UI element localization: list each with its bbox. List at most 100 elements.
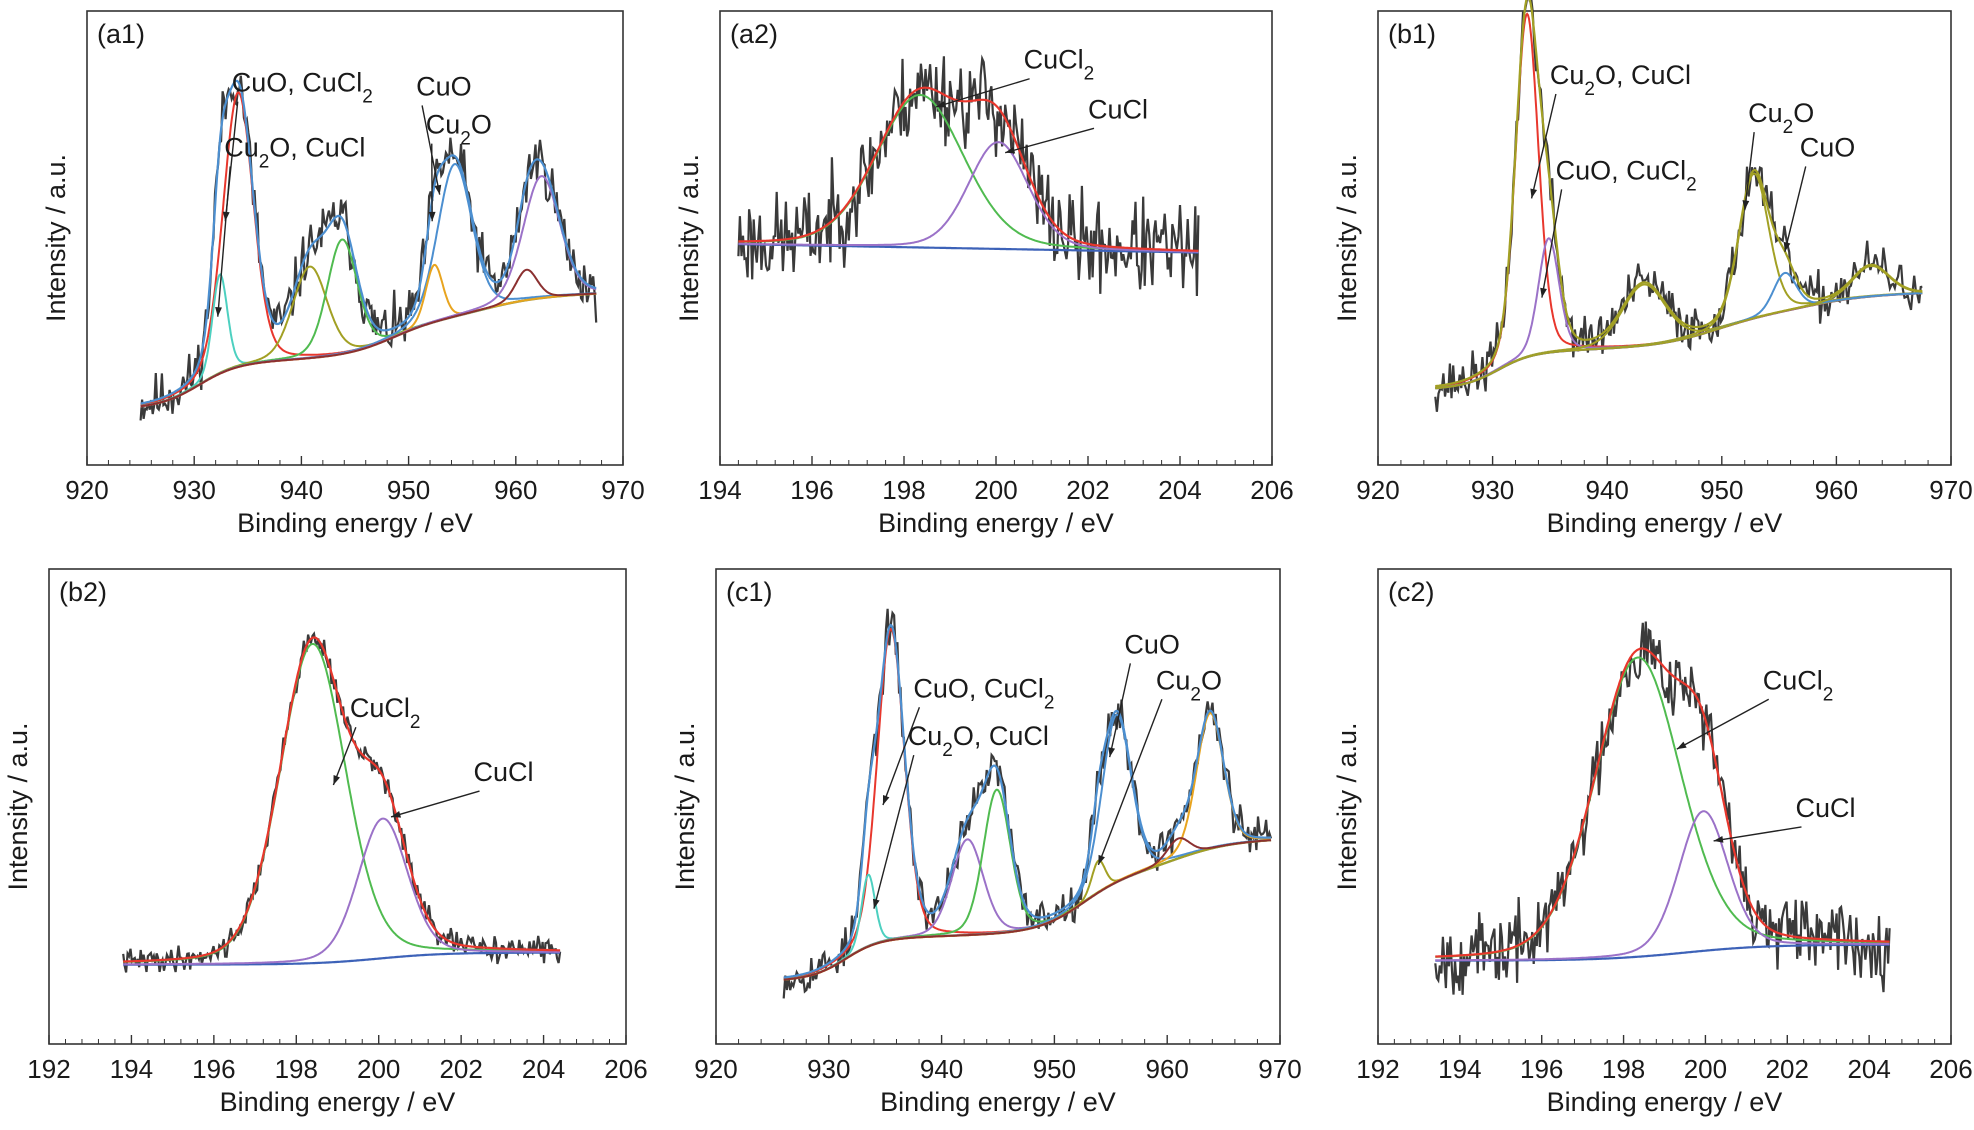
- x-tick-label: 200: [357, 1054, 400, 1084]
- x-tick-label: 930: [807, 1054, 850, 1084]
- x-tick-label: 940: [920, 1054, 963, 1084]
- x-tick-label: 200: [1684, 1054, 1727, 1084]
- fit-envelope: [1435, 647, 1890, 958]
- annotation-arrowhead: [1783, 241, 1791, 252]
- y-axis-label: Intensity / a.u.: [670, 722, 700, 890]
- fit-component: [1435, 264, 1923, 390]
- annotation-arrowhead: [428, 211, 436, 222]
- chart-panel-1: 194 196 198 200 202 204 206 Binding energy / eV…: [674, 10, 1294, 538]
- peak-annotation: CuCl2: [350, 693, 421, 733]
- annotation-leader: [1541, 189, 1563, 298]
- x-tick-label: 198: [1602, 1054, 1645, 1084]
- x-tick-label: 960: [1146, 1054, 1189, 1084]
- panel-label: (a2): [730, 19, 778, 49]
- fit-component: [783, 837, 1271, 981]
- raw-spectrum: [737, 54, 1200, 297]
- chart-panel-0: 920 930 940 950 960 970 Binding energy / eV Int…: [41, 10, 645, 538]
- annotation-leader: [1713, 826, 1802, 842]
- plot-frame: [1377, 10, 1952, 466]
- x-tick-label: 196: [192, 1054, 235, 1084]
- x-tick-label: 920: [65, 475, 108, 505]
- x-tick-label: 196: [1520, 1054, 1563, 1084]
- x-tick-label: 920: [1356, 475, 1399, 505]
- x-tick-label: 970: [1258, 1054, 1301, 1084]
- annotation-leader: [217, 166, 231, 317]
- x-tick-label: 202: [1066, 475, 1109, 505]
- peak-annotation: CuO, CuCl2: [913, 673, 1054, 713]
- x-tick-label: 204: [522, 1054, 565, 1084]
- chart-panel-4: 920 930 940 950 960 970 Binding energy / eV Int…: [670, 568, 1302, 1117]
- raw-spectrum: [782, 608, 1273, 999]
- fit-envelope: [123, 636, 561, 963]
- peak-annotation: Cu2O: [1156, 665, 1222, 705]
- peak-annotation: Cu2O: [1748, 98, 1814, 137]
- annotation-leader: [390, 790, 480, 818]
- peak-annotation: Cu2O, CuCl: [224, 132, 365, 172]
- x-tick-label: 970: [1929, 475, 1972, 505]
- x-axis-label: Binding energy / eV: [878, 508, 1114, 538]
- y-axis-label: Intensity / a.u.: [1332, 722, 1362, 890]
- peak-annotation: CuO: [416, 71, 472, 101]
- fit-envelope: [783, 623, 1271, 979]
- panel-label: (c1): [726, 577, 773, 607]
- x-tick-label: 192: [27, 1054, 70, 1084]
- annotation-leader: [1676, 698, 1770, 750]
- y-axis-label: Intensity / a.u.: [1332, 154, 1362, 322]
- fit-component: [738, 141, 1199, 253]
- x-tick-label: 206: [1250, 475, 1293, 505]
- x-tick-label: 202: [1766, 1054, 1809, 1084]
- peak-annotation: CuCl: [1795, 793, 1855, 823]
- annotation-arrowhead: [1005, 146, 1016, 154]
- fit-envelope: [140, 79, 597, 405]
- x-axis-label: Binding energy / eV: [880, 1087, 1116, 1117]
- annotation-arrowhead: [1540, 287, 1547, 298]
- peak-annotation: Cu2O, CuCl: [908, 721, 1049, 761]
- x-tick-label: 940: [280, 475, 323, 505]
- annotation-leader: [1108, 663, 1132, 758]
- annotation-leader: [1097, 699, 1163, 866]
- fit-component: [140, 91, 597, 406]
- y-axis-label: Intensity / a.u.: [3, 722, 33, 890]
- x-axis-label: Binding energy / eV: [1547, 508, 1783, 538]
- x-tick-label: 940: [1586, 475, 1629, 505]
- raw-spectrum: [139, 75, 598, 421]
- x-axis-label: Binding energy / eV: [1547, 1087, 1783, 1117]
- fit-envelope: [1435, 0, 1923, 388]
- annotation-arrowhead: [882, 794, 890, 805]
- peak-annotation: CuO, CuCl2: [1556, 155, 1697, 195]
- chart-panel-3: 192 194 196 198 200 202 204 206 Binding energy /…: [3, 568, 648, 1117]
- x-tick-label: 960: [1815, 475, 1858, 505]
- x-tick-label: 950: [1033, 1054, 1076, 1084]
- fit-envelope: [738, 86, 1199, 252]
- annotation-arrowhead: [215, 306, 222, 317]
- x-tick-label: 194: [698, 475, 741, 505]
- annotation-arrowhead: [872, 898, 880, 909]
- annotation-arrowhead: [391, 811, 402, 818]
- annotation-leader: [882, 707, 921, 806]
- annotation-arrowhead: [1530, 188, 1538, 199]
- peak-annotation: CuCl: [1088, 94, 1148, 124]
- x-tick-label: 200: [974, 475, 1017, 505]
- panel-label: (b2): [59, 577, 107, 607]
- x-tick-label: 950: [1700, 475, 1743, 505]
- x-tick-label: 192: [1356, 1054, 1399, 1084]
- raw-spectrum: [122, 631, 562, 973]
- x-tick-label: 194: [110, 1054, 153, 1084]
- panel-label: (a1): [97, 19, 145, 49]
- chart-panel-2: 920 930 940 950 960 970 Binding energy / eV Int…: [1332, 0, 1973, 538]
- annotation-arrowhead: [1098, 854, 1105, 865]
- chart-panel-5: 192 194 196 198 200 202 204 206 Binding energy /…: [1332, 568, 1973, 1117]
- fit-component: [140, 268, 597, 408]
- annotation-leader: [935, 78, 1030, 108]
- x-tick-label: 950: [387, 475, 430, 505]
- panel-label: (b1): [1388, 19, 1436, 49]
- peak-annotation: CuO, CuCl2: [232, 68, 373, 108]
- x-tick-label: 920: [694, 1054, 737, 1084]
- panel-label: (c2): [1388, 577, 1435, 607]
- x-tick-label: 202: [439, 1054, 482, 1084]
- annotation-arrowhead: [1742, 200, 1750, 210]
- annotation-leader: [332, 726, 357, 786]
- annotation-arrowhead: [1713, 836, 1724, 843]
- plot-frame: [48, 568, 627, 1045]
- peak-annotation: CuCl2: [1024, 45, 1095, 85]
